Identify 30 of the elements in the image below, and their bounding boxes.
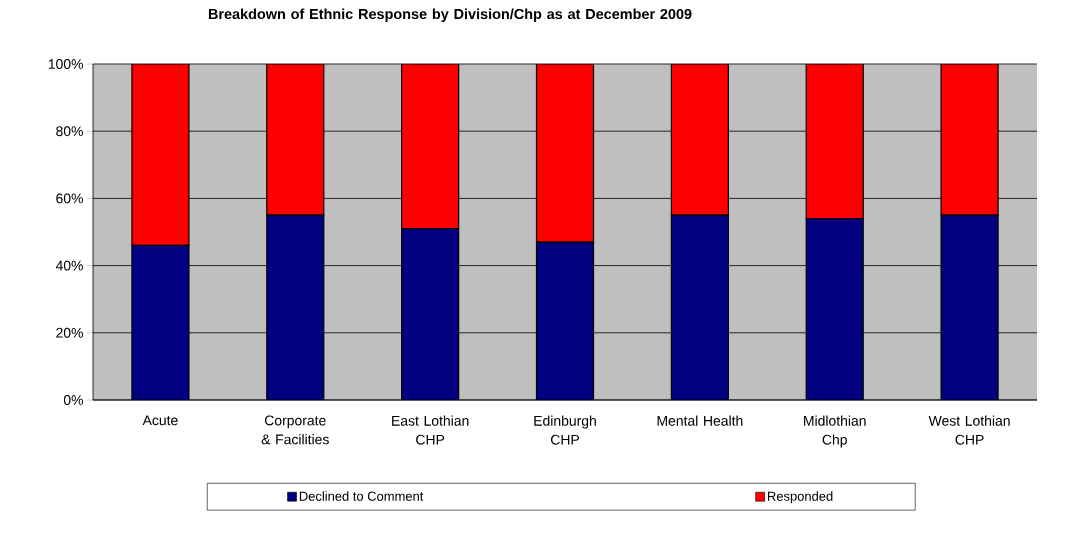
y-tick-label: 0% [63,395,83,405]
legend-label: Declined to Comment [299,491,424,501]
legend-label: Responded [768,491,833,504]
chart-title: Breakdown of Ethnic Response by Division/Chp as at December 2009 [208,8,692,22]
bar [670,214,729,400]
y-tick-label: 40% [55,260,83,271]
bar [805,217,864,400]
x-tick-label: East Lothian CHP [392,415,469,445]
x-tick-label: Mental Health [657,415,743,426]
y-tick-label: 20% [56,327,83,338]
x-tick-label: Edinburgh CHP [534,415,596,445]
bar [401,228,460,400]
bar [805,64,864,220]
x-tick-label: Corporate & Facilities [261,415,329,445]
bar [401,64,460,230]
bar [131,64,190,247]
bar [535,64,595,243]
bar [940,214,999,400]
y-tick-label: 80% [56,126,83,137]
y-tick-label: 100% [48,59,83,69]
x-tick-label: Acute [142,415,178,426]
bar [940,64,999,216]
bar [131,244,190,400]
bar [266,64,325,216]
y-tick-label: 60% [56,193,83,204]
bar [266,214,325,400]
x-tick-label: Midlothian Chp [804,415,866,448]
bar [670,64,729,216]
bar [535,241,595,400]
x-tick-label: West Lothian CHP [928,415,1010,445]
